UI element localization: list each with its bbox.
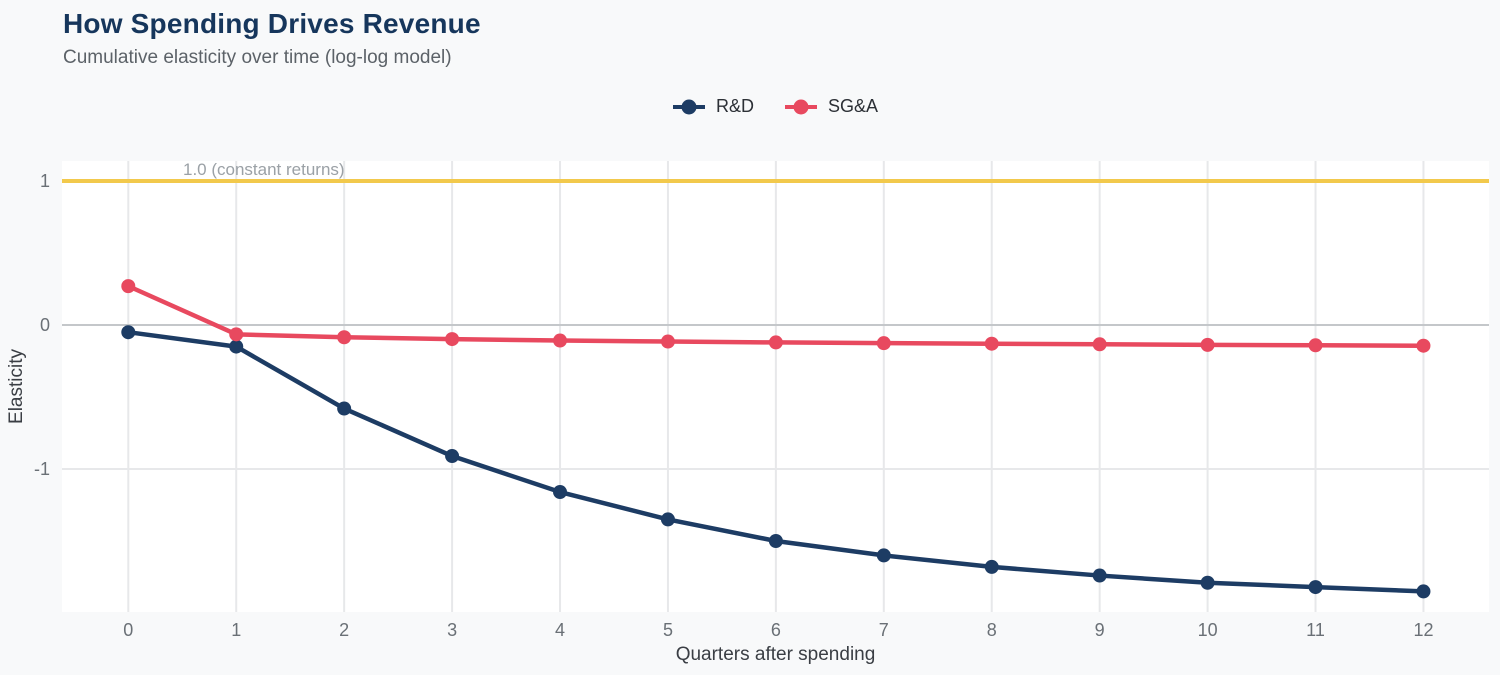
legend-item-label: SG&A [827, 96, 879, 116]
legend-item-rd[interactable]: R&D [672, 96, 754, 117]
page-subtitle: Cumulative elasticity over time (log-log… [63, 47, 452, 68]
data-point [768, 534, 783, 548]
data-point [337, 401, 352, 416]
legend: R&D SG&A [25, 96, 1500, 117]
data-point [121, 325, 136, 340]
line-dot-marker-icon [672, 99, 705, 114]
data-point [337, 330, 352, 345]
data-point [768, 335, 783, 350]
x-tick-label: 8 [987, 620, 997, 640]
x-tick-label: 12 [1413, 620, 1433, 640]
data-point [660, 334, 675, 349]
y-tick-label: 0 [40, 315, 50, 335]
data-point [1308, 580, 1323, 595]
data-point [1092, 568, 1107, 583]
data-point [553, 333, 568, 348]
data-point [1200, 575, 1215, 590]
legend-item-label: R&D [715, 96, 754, 116]
data-point [445, 449, 460, 464]
x-tick-label: 6 [771, 620, 781, 640]
data-point [1092, 337, 1107, 352]
data-point [121, 279, 136, 294]
y-tick-label: 1 [40, 171, 50, 191]
data-point [553, 485, 568, 500]
data-point [229, 339, 244, 354]
data-point [1416, 584, 1431, 599]
data-point [984, 336, 999, 351]
data-point [876, 336, 891, 351]
legend-item-sga[interactable]: SG&A [784, 96, 878, 117]
x-tick-label: 0 [123, 620, 133, 640]
data-point [229, 327, 244, 342]
data-point [984, 559, 999, 574]
y-tick-label: -1 [34, 459, 50, 479]
x-tick-label: 2 [339, 620, 349, 640]
y-axis-title: Elasticity [6, 349, 27, 424]
x-tick-label: 5 [663, 620, 673, 640]
data-point [876, 548, 891, 563]
x-tick-label: 11 [1306, 620, 1325, 640]
x-axis-title: Quarters after spending [676, 644, 876, 665]
x-tick-label: 1 [231, 620, 241, 640]
x-tick-label: 3 [447, 620, 457, 640]
reference-line-annotation: 1.0 (constant returns) [183, 160, 345, 179]
x-tick-label: 10 [1198, 620, 1218, 640]
x-tick-label: 9 [1095, 620, 1105, 640]
data-point [445, 332, 460, 347]
data-point [1200, 337, 1215, 352]
data-point [1308, 338, 1323, 353]
line-dot-marker-icon [784, 99, 817, 114]
data-point [1416, 338, 1431, 353]
data-point [660, 512, 675, 527]
page-title: How Spending Drives Revenue [63, 8, 481, 39]
x-tick-label: 7 [879, 620, 889, 640]
x-tick-label: 4 [555, 620, 565, 640]
